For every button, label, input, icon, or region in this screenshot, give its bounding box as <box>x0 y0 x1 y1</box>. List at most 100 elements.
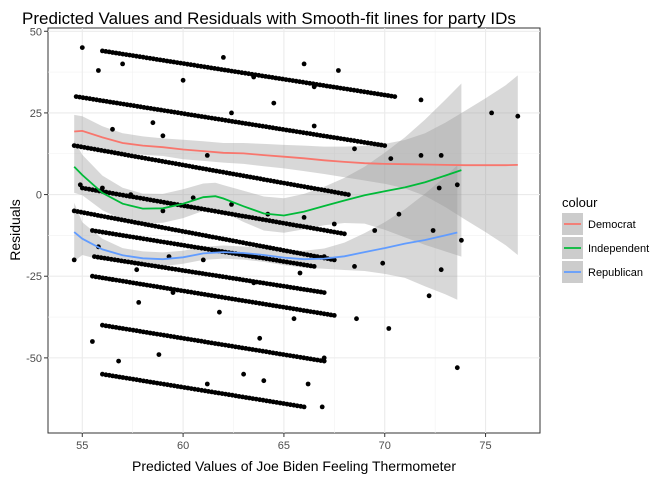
scatter-point <box>261 378 267 384</box>
scatter-point <box>160 133 166 139</box>
scatter-point <box>204 381 210 387</box>
scatter-point <box>331 257 337 263</box>
scatter-point <box>301 404 307 410</box>
scatter-point <box>354 316 359 322</box>
scatter-point <box>141 236 146 242</box>
y-axis-title: Residuals <box>7 199 23 260</box>
scatter-point <box>305 381 311 387</box>
confidence-bands <box>74 75 518 300</box>
scatter-point <box>100 185 105 191</box>
scatter-point <box>436 185 442 191</box>
scatter-point <box>372 228 378 233</box>
scatter-point <box>352 146 357 152</box>
scatter-point <box>150 120 156 126</box>
scatter-point <box>336 68 341 73</box>
legend-label-democrat: Democrat <box>588 219 636 231</box>
scatter-point <box>154 331 160 337</box>
y-axis-ticks: -50 -25 0 25 50 <box>26 26 48 365</box>
scatter-point <box>459 237 464 243</box>
scatter-point <box>386 326 392 331</box>
scatter-point <box>160 208 166 214</box>
scatter-point <box>380 260 386 266</box>
x-tick-label: 55 <box>76 440 88 452</box>
scatter-point <box>128 192 134 198</box>
legend-label-independent: Independent <box>588 243 649 255</box>
x-tick-label: 60 <box>177 440 189 452</box>
scatter-point <box>346 192 351 198</box>
smooth-line-independent <box>73 166 462 217</box>
scatter-point <box>79 45 85 50</box>
scatter-point <box>430 228 436 233</box>
scatter-point <box>221 55 226 60</box>
scatter-point <box>489 110 494 116</box>
scatter-point <box>229 202 234 207</box>
scatter-point <box>271 100 277 106</box>
smooth-lines <box>73 129 518 261</box>
scatter-point <box>418 153 424 158</box>
scatter-point <box>294 223 300 228</box>
scatter-point <box>396 211 402 217</box>
scatter-point <box>170 290 176 295</box>
scatter-point <box>291 316 297 322</box>
scatter-point <box>236 394 242 399</box>
scatter-point <box>331 221 337 227</box>
scatter-point <box>352 264 357 269</box>
chart-title: Predicted Values and Residuals with Smoo… <box>22 9 516 28</box>
scatter-point <box>250 254 256 259</box>
scatter-point <box>438 267 444 273</box>
scatter-point <box>217 309 222 315</box>
scatter-point <box>134 267 140 273</box>
scatter-point <box>71 257 77 263</box>
scatter-point <box>77 182 83 188</box>
y-tick-label: 0 <box>36 190 42 202</box>
scatter-point <box>136 300 142 305</box>
scatter-point <box>200 257 206 263</box>
legend-label-republican: Republican <box>588 267 643 279</box>
scatter-point <box>301 215 307 220</box>
scatter-point <box>392 94 398 99</box>
scatter-point <box>229 110 234 116</box>
scatter-point <box>180 77 186 83</box>
x-axis-title: Predicted Values of Joe Biden Feeling Th… <box>132 458 456 474</box>
scatter-points <box>71 45 521 410</box>
scatter-point <box>301 61 307 67</box>
scatter-point <box>388 156 394 162</box>
y-tick-label: -25 <box>26 271 42 283</box>
scatter-point <box>251 280 257 286</box>
scatter-point <box>90 339 95 344</box>
scatter-point <box>239 345 245 351</box>
scatter-point <box>204 153 210 158</box>
confidence-band-democrat <box>74 75 518 256</box>
x-tick-label: 75 <box>479 440 491 452</box>
scatter-point <box>515 113 521 119</box>
x-axis-ticks: 55 60 65 70 75 <box>76 433 492 452</box>
scatter-point <box>116 358 121 364</box>
scatter-point <box>110 126 115 132</box>
scatter-point <box>342 231 347 237</box>
scatter-point <box>297 270 303 276</box>
scatter-point <box>96 68 101 73</box>
smooth-line-republican <box>73 231 458 261</box>
scatter-point <box>110 277 115 282</box>
scatter-point <box>382 143 388 149</box>
scatter-point <box>331 313 337 318</box>
scatter-point <box>181 336 187 341</box>
scatter-point <box>294 403 300 409</box>
scatter-point <box>241 371 247 377</box>
scatter-point <box>251 74 257 80</box>
legend: colour Democrat Independent Republican <box>562 195 649 283</box>
scatter-point <box>156 352 162 357</box>
scatter-point <box>311 264 317 269</box>
scatter-point <box>454 182 460 188</box>
scatter-point <box>311 123 317 129</box>
scatter-point <box>257 335 263 341</box>
scatter-point <box>321 290 327 295</box>
scatter-point <box>113 232 119 237</box>
scatter-point <box>321 355 327 361</box>
scatter-point <box>120 61 125 67</box>
scatter-point <box>454 365 460 371</box>
scatter-point <box>311 84 317 90</box>
confidence-band-independent <box>74 83 462 257</box>
y-tick-label: -50 <box>26 353 42 365</box>
